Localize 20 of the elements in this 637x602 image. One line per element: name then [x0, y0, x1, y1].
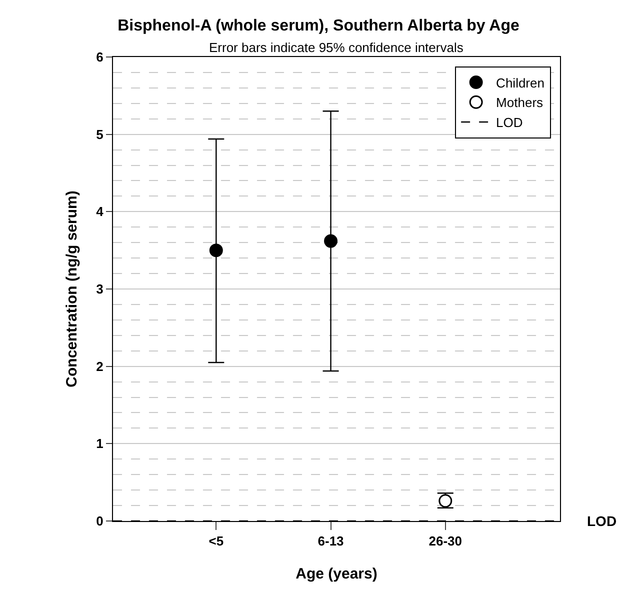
legend-label: Mothers [496, 95, 544, 110]
chart-subtitle: Error bars indicate 95% confidence intervals [209, 40, 464, 55]
text: LOD [496, 115, 523, 130]
y-tick-label: 6 [96, 50, 104, 65]
x-axis-title: Age (years) [296, 566, 378, 583]
chart-title: Bisphenol-A (whole serum), Southern Alberta by Age [118, 17, 520, 34]
y-tick-label: 0 [96, 514, 104, 529]
y-tick-label: 3 [96, 282, 104, 297]
y-axis-title: Concentration (ng/g serum) [63, 190, 80, 388]
point [209, 244, 223, 258]
x-tick-label: <5 [208, 534, 224, 549]
point [324, 234, 338, 248]
legend-label: Children [496, 75, 544, 90]
y-tick-label: 2 [96, 358, 104, 374]
y-tick-label: 1 [96, 436, 104, 452]
y-tick-label: 5 [96, 126, 104, 142]
x-tick-label: 26-30 [428, 534, 462, 549]
y-tick-label: 4 [96, 204, 104, 220]
x-tick-label: 6-13 [318, 534, 344, 549]
ref-line-label: LOD [587, 513, 617, 529]
